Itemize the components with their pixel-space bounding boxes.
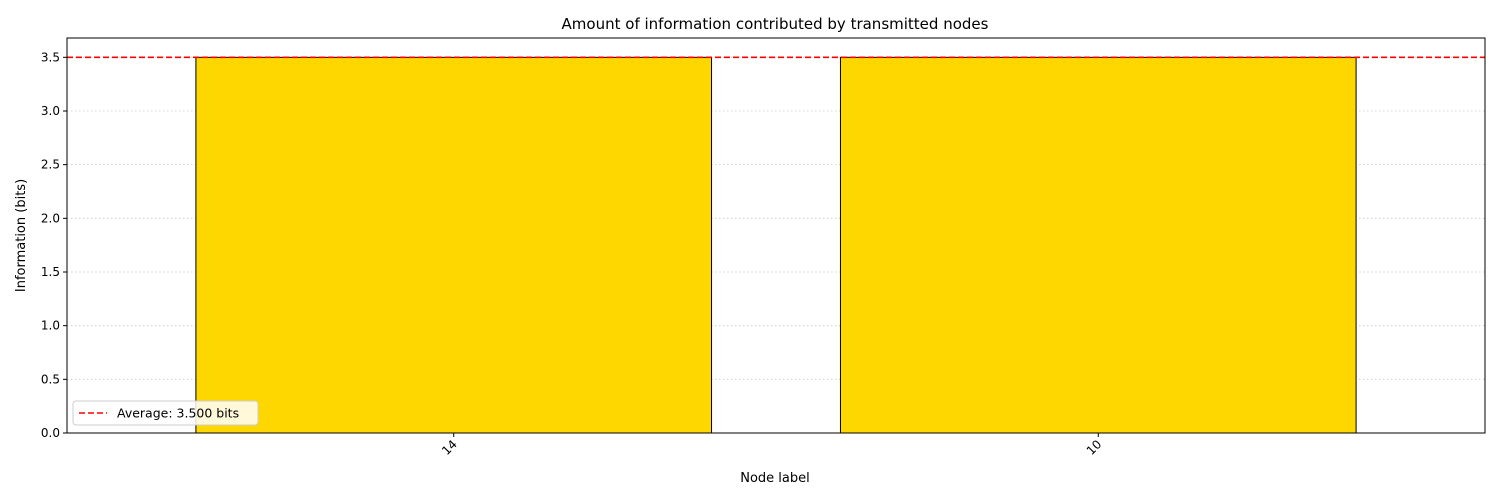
y-tick-label: 3.5	[41, 50, 60, 64]
bar-14	[195, 56, 713, 434]
y-axis: 0.0 0.5 1.0 1.5 2.0 2.5 3.0 3.5	[41, 50, 67, 440]
plot-frame	[66, 37, 1486, 434]
y-tick-label: 0.5	[41, 372, 60, 386]
bars	[195, 56, 1357, 434]
x-axis-title: Node label	[740, 471, 810, 486]
legend-label: Average: 3.500 bits	[117, 406, 239, 421]
x-tick-label: 14	[439, 437, 460, 458]
y-tick-label: 1.5	[41, 265, 60, 279]
y-tick-label: 1.0	[41, 319, 60, 333]
y-axis-title: Information (bits)	[14, 179, 29, 292]
y-tick-label: 3.0	[41, 104, 60, 118]
x-tick-label: 10	[1084, 437, 1105, 458]
y-tick-label: 0.0	[41, 426, 60, 440]
y-tick-label: 2.0	[41, 211, 60, 225]
chart-title: Amount of information contributed by tra…	[562, 15, 989, 33]
legend-box	[72, 400, 259, 426]
legend: Average: 3.500 bits	[72, 400, 259, 426]
x-axis: 14 10	[439, 433, 1104, 458]
y-tick-label: 2.5	[41, 158, 60, 172]
bar-10	[839, 56, 1357, 434]
